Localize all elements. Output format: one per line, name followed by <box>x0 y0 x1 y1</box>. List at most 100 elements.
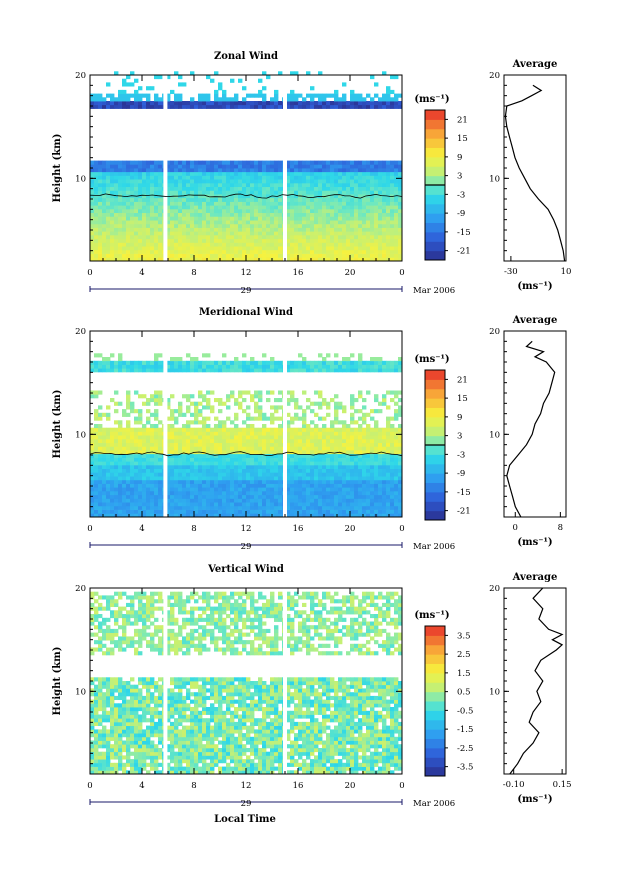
heatmap-cell <box>354 461 359 466</box>
heatmap-cell <box>106 242 111 247</box>
heatmap-cell <box>350 364 355 369</box>
heatmap-cell <box>290 431 295 436</box>
heatmap-cell <box>234 494 239 499</box>
heatmap-cell <box>218 223 223 228</box>
heatmap-cell <box>374 93 379 98</box>
heatmap-cell <box>230 498 235 503</box>
heatmap-cell <box>206 160 211 165</box>
heatmap-cell <box>238 253 243 258</box>
heatmap-cell <box>382 394 387 399</box>
heatmap-cell <box>114 227 119 232</box>
heatmap-cell <box>186 257 191 262</box>
heatmap-cell <box>178 93 183 98</box>
heatmap-cell <box>142 212 147 217</box>
heatmap-cell <box>390 450 395 455</box>
heatmap-cell <box>342 431 347 436</box>
heatmap-cell <box>330 513 335 518</box>
heatmap-cell <box>218 179 223 184</box>
heatmap-cell <box>350 238 355 243</box>
heatmap-cell <box>274 438 279 444</box>
heatmap-cell <box>222 89 227 95</box>
heatmap-cell <box>318 450 323 455</box>
heatmap-cell <box>98 494 103 499</box>
heatmap-cell <box>150 513 155 518</box>
heatmap-cell <box>310 235 315 240</box>
heatmap-cell <box>238 364 243 369</box>
heatmap-cell <box>130 483 135 488</box>
heatmap-cell <box>326 227 331 232</box>
heatmap-cell <box>246 175 251 180</box>
heatmap-cell <box>266 483 271 488</box>
heatmap-cell <box>94 394 99 399</box>
heatmap-cell <box>206 509 211 514</box>
heatmap-cell <box>194 175 199 180</box>
heatmap-cell <box>302 453 307 458</box>
heatmap-cell <box>134 468 139 473</box>
heatmap-cell <box>194 427 199 432</box>
heatmap-cell <box>166 249 171 254</box>
heatmap-cell <box>366 431 371 436</box>
heatmap-cell <box>118 457 123 462</box>
heatmap-cell <box>346 186 351 191</box>
heatmap-cell <box>398 104 403 109</box>
heatmap-cell <box>130 160 135 165</box>
heatmap-cell <box>334 360 339 365</box>
heatmap-cell <box>210 461 215 466</box>
heatmap-cell <box>218 212 223 217</box>
heatmap-cell <box>94 446 99 451</box>
heatmap-cell <box>238 216 243 221</box>
heatmap-cell <box>302 513 307 518</box>
heatmap-cell <box>126 101 131 106</box>
heatmap-cell <box>146 401 151 406</box>
heatmap-cell <box>270 468 275 473</box>
heatmap-cell <box>370 227 375 232</box>
heatmap-cell <box>206 212 211 217</box>
heatmap-cell <box>226 227 231 232</box>
colorbar-swatch <box>425 175 445 186</box>
heatmap-cell <box>330 420 335 425</box>
heatmap-cell <box>138 483 143 488</box>
heatmap-cell <box>234 190 239 195</box>
heatmap-cell <box>350 197 355 202</box>
heatmap-cell <box>94 223 99 228</box>
heatmap-cell <box>102 468 107 473</box>
heatmap-cell <box>362 368 367 373</box>
heatmap-cell <box>218 427 223 432</box>
heatmap-cell <box>318 97 323 102</box>
heatmap-cell <box>374 368 379 373</box>
heatmap-cell <box>210 360 215 365</box>
heatmap-cell <box>362 249 367 254</box>
heatmap-cell <box>186 212 191 217</box>
heatmap-cell <box>242 468 247 473</box>
heatmap-cell <box>110 398 115 403</box>
profile-frame <box>503 74 567 262</box>
heatmap-cell <box>194 494 199 499</box>
heatmap-cell <box>194 509 199 514</box>
heatmap-cell <box>190 464 195 470</box>
heatmap-cell <box>266 479 271 484</box>
heatmap-cell <box>150 461 155 466</box>
heatmap-cell <box>194 238 199 243</box>
heatmap-cell <box>330 249 335 254</box>
heatmap-cell <box>242 97 247 102</box>
heatmap-cell <box>322 182 327 188</box>
heatmap-cell <box>118 212 123 217</box>
heatmap-cell <box>102 442 107 447</box>
heatmap-cell <box>310 242 315 247</box>
heatmap-cell <box>202 164 207 169</box>
heatmap-cell <box>362 235 367 240</box>
heatmap-cell <box>194 502 199 507</box>
heatmap-cell <box>322 357 327 362</box>
heatmap-cell <box>382 453 387 458</box>
heatmap-cell <box>138 498 143 503</box>
heatmap-cell <box>234 257 239 262</box>
colorbar-swatch <box>425 156 445 167</box>
heatmap-cell <box>254 435 259 440</box>
heatmap-cell <box>142 401 147 406</box>
heatmap-cell <box>242 164 247 169</box>
x-tick-label: 8 <box>191 268 196 278</box>
heatmap-cell <box>350 479 355 484</box>
heatmap-cell <box>234 487 239 492</box>
heatmap-cell <box>334 487 339 492</box>
heatmap-cell <box>206 464 211 470</box>
